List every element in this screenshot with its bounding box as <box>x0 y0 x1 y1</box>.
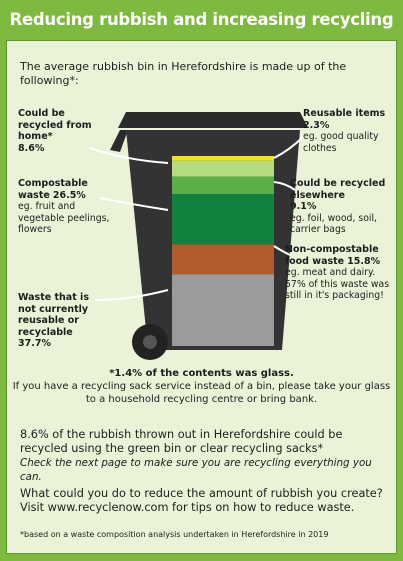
summary-italic: Check the next page to make sure you are… <box>20 457 372 483</box>
label-waste: Waste that is not currently reusable or … <box>18 292 110 350</box>
seg-note: eg. meat and dairy. 57% of this waste wa… <box>285 267 390 301</box>
bin-segment <box>172 176 274 194</box>
glass-note: *1.4% of the contents was glass. <box>109 368 294 379</box>
label-reusable: Reusable items 2.3% eg. good quality cloth… <box>303 108 395 154</box>
seg-label: Compostable waste <box>18 178 88 201</box>
glass-advice: If you have a recycling sack service ins… <box>12 381 391 405</box>
arrows <box>89 134 306 301</box>
seg-value: 15.8% <box>347 255 381 267</box>
seg-note: eg. good quality clothes <box>303 131 379 154</box>
label-home: Could be recycled from home* 8.6% <box>18 108 110 154</box>
bin-segment <box>172 274 274 346</box>
title: Reducing rubbish and increasing recyclin… <box>9 10 394 29</box>
bin-segment <box>172 160 274 177</box>
bin-hub <box>143 335 157 349</box>
label-elsewhere: Could be recycled elsewhere 9.1% eg. foil,… <box>290 178 390 236</box>
arrow <box>99 197 169 211</box>
seg-value: 37.7% <box>18 338 51 349</box>
seg-note: eg. fruit and vegetable peelings, flower… <box>18 201 110 235</box>
arrow <box>94 289 169 301</box>
bin-handle <box>110 130 128 152</box>
arrow <box>273 181 296 191</box>
glass-block: *1.4% of the contents was glass. If you h… <box>10 367 393 406</box>
bin-segment <box>172 244 274 275</box>
bin-segment <box>172 194 274 245</box>
seg-label: Waste that is not currently reusable or … <box>18 292 89 338</box>
question: What could you do to reduce the amount o… <box>20 487 383 514</box>
label-food: Non-compostable food waste 15.8% eg. meat… <box>285 244 390 302</box>
seg-value: 26.5% <box>52 189 86 201</box>
footnote: *based on a waste composition analysis u… <box>20 530 329 539</box>
label-compost: Compostable waste 26.5% eg. fruit and veg… <box>18 178 113 236</box>
bin-segment <box>172 156 274 161</box>
seg-value: 9.1% <box>290 201 317 212</box>
seg-value: 8.6% <box>18 142 45 154</box>
summary: 8.6% of the rubbish thrown out in Herefo… <box>20 428 343 455</box>
seg-label: Non-compostable food waste <box>285 244 379 267</box>
arrow <box>273 245 291 256</box>
seg-label: Reusable items <box>303 108 386 119</box>
arrow <box>273 134 306 159</box>
seg-label: Could be recycled from home* <box>18 108 92 142</box>
seg-note: eg. foil, wood, soil, carrier bags <box>290 212 378 236</box>
segments <box>172 156 274 346</box>
seg-value: 2.3% <box>303 119 330 131</box>
arrow <box>89 147 169 164</box>
summary-block: 8.6% of the rubbish thrown out in Herefo… <box>20 428 385 484</box>
seg-label: Could be recycled elsewhere <box>290 178 386 201</box>
intro: The average rubbish bin in Herefordshire… <box>20 60 347 87</box>
bin-lid <box>118 112 308 128</box>
